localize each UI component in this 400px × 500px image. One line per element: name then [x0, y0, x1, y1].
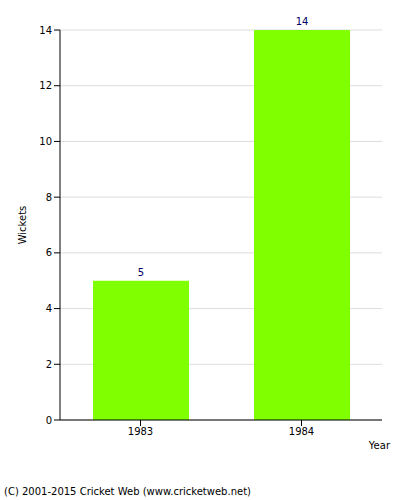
- svg-text:14: 14: [39, 25, 52, 36]
- svg-text:10: 10: [39, 136, 52, 147]
- svg-text:2: 2: [46, 359, 52, 370]
- html-text:(C) 2001-2015 Cricket Web (www: (C) 2001-2015 Cricket Web (www.cricketwe…: [4, 486, 251, 497]
- svg-text:1984: 1984: [289, 426, 314, 437]
- svg-text:8: 8: [46, 192, 52, 203]
- svg-text:1983: 1983: [128, 426, 153, 437]
- svg-text:0: 0: [46, 415, 52, 426]
- svg-text:4: 4: [46, 303, 52, 314]
- svg-text:6: 6: [46, 247, 52, 258]
- html-text:Year: Year: [368, 440, 390, 451]
- svg-text:Wickets: Wickets: [17, 206, 28, 245]
- svg-text:12: 12: [39, 80, 52, 91]
- svg-text:14: 14: [296, 16, 309, 27]
- svg-text:5: 5: [138, 267, 144, 278]
